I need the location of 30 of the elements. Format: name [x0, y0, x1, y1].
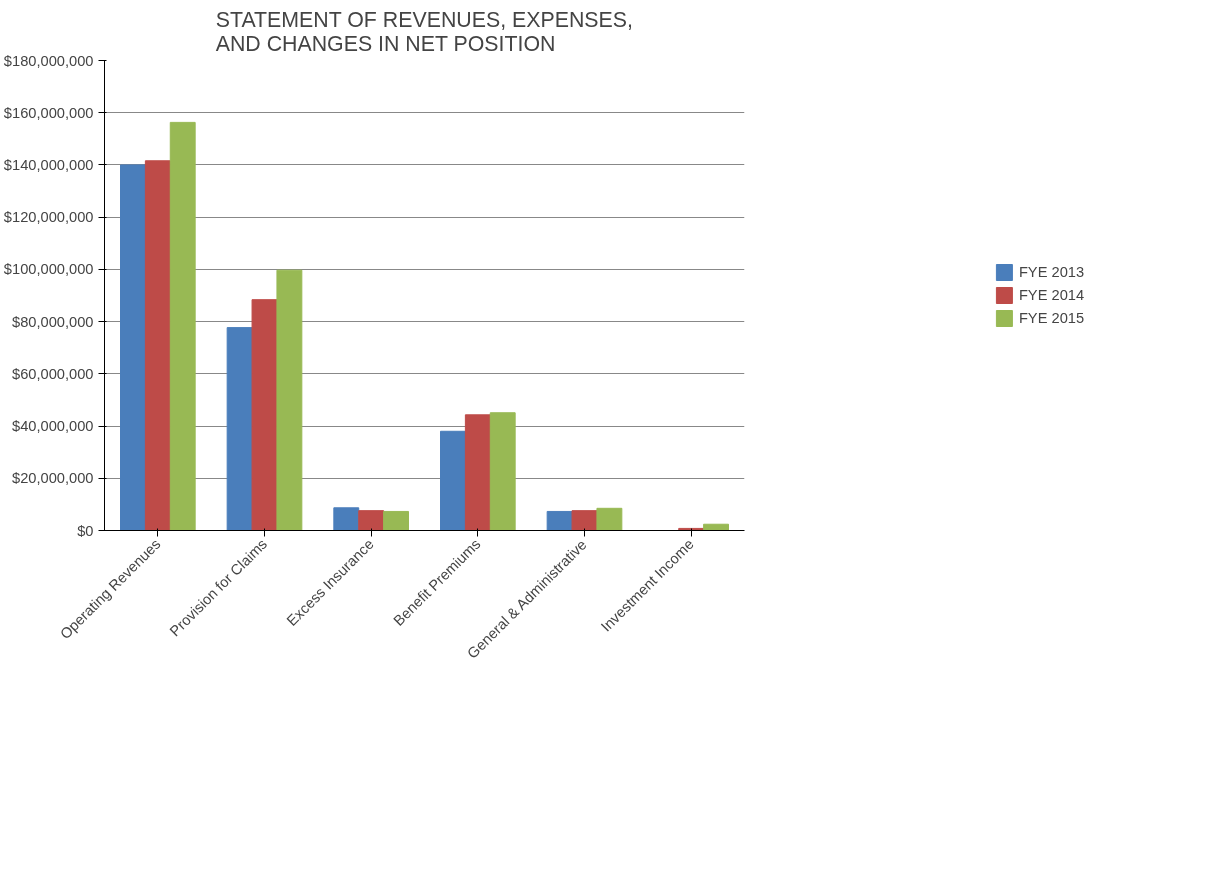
y-tick-label: $60,000,000: [12, 365, 94, 382]
bar: [489, 412, 516, 531]
bar: [571, 510, 598, 531]
y-tick-label: $20,000,000: [12, 470, 94, 487]
bar: [596, 507, 623, 531]
y-tick-label: $180,000,000: [3, 52, 94, 69]
y-tick-label: $40,000,000: [12, 418, 94, 435]
bar: [169, 121, 196, 531]
y-tick-label: $100,000,000: [3, 261, 94, 278]
bar: [251, 299, 278, 531]
y-tick-label: $160,000,000: [3, 104, 94, 121]
y-tick-label: $80,000,000: [12, 313, 94, 330]
legend-label: FYE 2013: [1018, 264, 1085, 280]
legend-label: FYE 2014: [1018, 287, 1085, 303]
bar: [226, 327, 253, 531]
bar: [464, 414, 491, 531]
bar: [546, 510, 573, 531]
bar: [703, 523, 729, 531]
bar: [276, 269, 303, 531]
y-tick-label: $120,000,000: [3, 209, 94, 226]
legend-label: FYE 2015: [1018, 310, 1085, 326]
bar: [358, 510, 385, 531]
bar: [144, 160, 171, 531]
y-tick-label: $0: [77, 522, 94, 539]
y-tick-label: $140,000,000: [3, 156, 94, 173]
chart-title: STATEMENT OF REVENUES, EXPENSES, AND CHANGES IN NET POSITION: [215, 7, 633, 56]
bar: [383, 510, 409, 531]
bar: [120, 164, 146, 531]
bar: [333, 507, 360, 531]
bar: [440, 430, 466, 531]
